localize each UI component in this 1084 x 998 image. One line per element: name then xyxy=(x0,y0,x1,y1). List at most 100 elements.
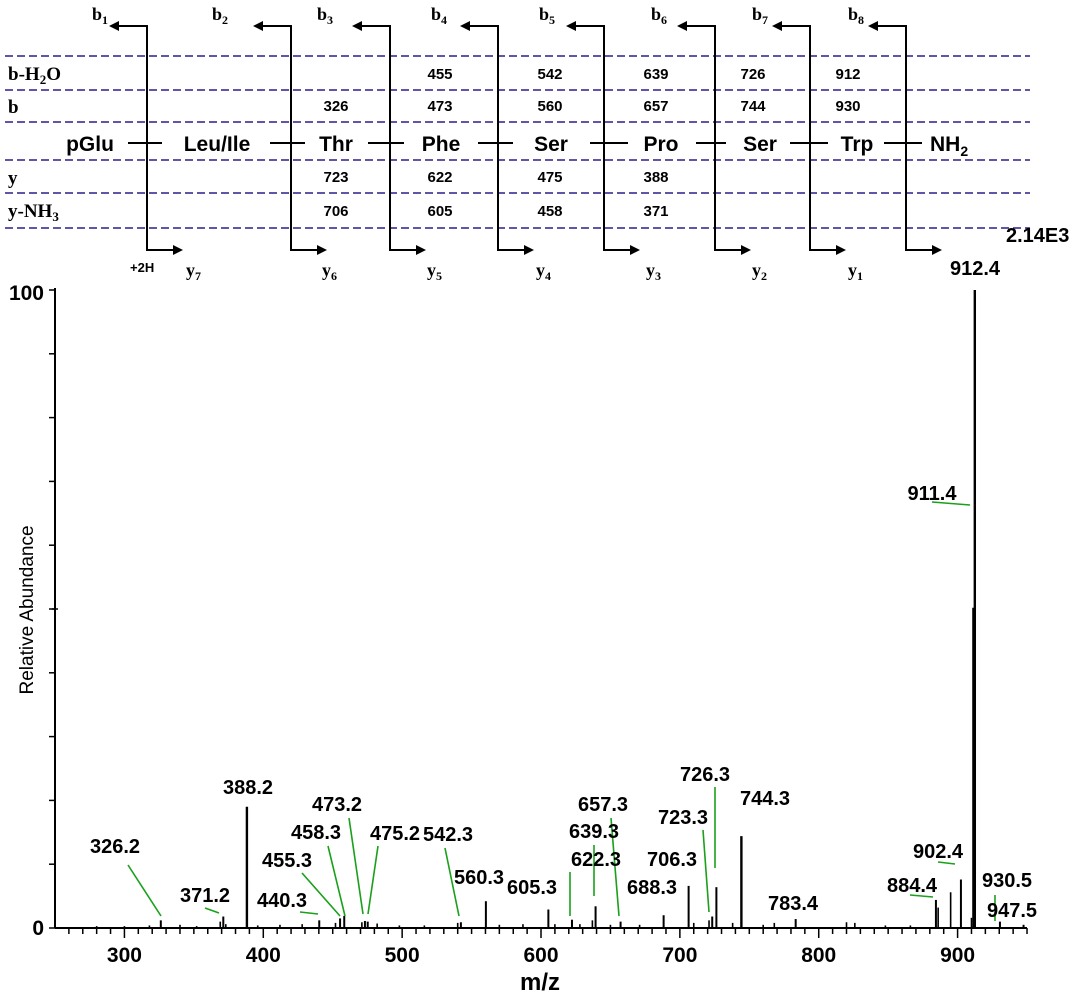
row-label-y: y xyxy=(8,168,18,189)
peak-label: 912.4 xyxy=(950,258,1001,280)
b-ion-label: b8 xyxy=(848,4,864,27)
y-tick-label-100: 100 xyxy=(9,282,44,305)
leader-line xyxy=(204,907,220,914)
y-arrowhead xyxy=(630,245,640,255)
y-arrowhead xyxy=(836,245,846,255)
peak-label: 726.3 xyxy=(680,764,730,786)
b-ion-label: b7 xyxy=(752,4,768,27)
y-nh3-value: 605 xyxy=(427,203,452,220)
y-tick-label-0: 0 xyxy=(32,917,44,940)
x-tick-label: 800 xyxy=(801,944,836,967)
y-ion-label: y4 xyxy=(536,260,551,283)
residue: pGlu xyxy=(66,133,114,156)
peak-label: 440.3 xyxy=(257,890,307,912)
x-tick-label: 600 xyxy=(523,944,558,967)
y-ion-label: y7 xyxy=(186,260,201,283)
b-h2o-value: 912 xyxy=(835,66,860,83)
y-arrowhead xyxy=(932,245,942,255)
b-h2o-value: 542 xyxy=(537,66,562,83)
peak-label: 884.4 xyxy=(887,875,938,897)
peak-label: 639.3 xyxy=(569,821,619,843)
row-label-b-h2o: b-H2O xyxy=(8,64,61,87)
residue: Ser xyxy=(534,133,568,156)
y-nh3-value: 706 xyxy=(323,203,348,220)
peak-label: 371.2 xyxy=(180,885,230,907)
b-ion-label: b3 xyxy=(317,4,333,27)
leader-line xyxy=(299,911,319,915)
peak-label: 326.2 xyxy=(90,836,140,858)
x-axis-ticks: 300 400 500 600 700 800 900 xyxy=(68,928,1028,967)
peak-label: 706.3 xyxy=(647,849,697,871)
cleavage-bracket xyxy=(683,25,745,251)
y-value: 622 xyxy=(427,169,452,186)
y-arrowhead xyxy=(173,245,183,255)
residue-nh2: NH2 xyxy=(930,133,968,159)
b-h2o-value: 639 xyxy=(643,66,668,83)
peak-label: 455.3 xyxy=(262,850,312,872)
peak-label: 744.3 xyxy=(740,788,790,810)
fragment-map: b-H2O b y y-NH3 455 542 639 726 912 326 … xyxy=(5,4,1030,283)
mass-spectrum: 2.14E3 300 400 500 600 700 800 900 100 0 Relat… xyxy=(9,225,1069,996)
y-ion-label: y3 xyxy=(646,260,661,283)
peak-label: 657.3 xyxy=(578,794,628,816)
peak-labels: 326.2 371.2 388.2 440.3 455.3 458.3 473.2 475.2… xyxy=(90,258,1037,922)
peak-label-leaders xyxy=(127,501,996,921)
b-ion-label: b4 xyxy=(431,4,447,27)
b-value: 657 xyxy=(643,98,668,115)
b-arrowhead xyxy=(677,21,687,31)
peak-label: 475.2 xyxy=(370,823,420,845)
y-arrowhead xyxy=(524,245,534,255)
y-ion-label: y5 xyxy=(427,260,442,283)
leader-line xyxy=(367,845,379,915)
residue: Thr xyxy=(319,133,353,156)
y-ion-label: y1 xyxy=(848,260,863,283)
leader-line xyxy=(610,817,620,917)
b-ion-label: b6 xyxy=(651,4,667,27)
b-arrowhead xyxy=(109,21,119,31)
peak-label: 605.3 xyxy=(507,877,557,899)
row-label-b: b xyxy=(8,97,19,118)
x-tick-label: 400 xyxy=(246,944,281,967)
peak-label: 542.3 xyxy=(423,824,473,846)
b-arrowhead xyxy=(460,21,470,31)
x-tick-label: 500 xyxy=(385,944,420,967)
peak-label: 560.3 xyxy=(454,867,504,889)
cleavage-bracket xyxy=(874,25,936,251)
leader-line xyxy=(702,829,710,913)
y-arrowhead xyxy=(741,245,751,255)
peak-label: 783.4 xyxy=(768,893,819,915)
cleavage-arrowheads xyxy=(109,21,942,255)
row-label-y-nh3: y-NH3 xyxy=(8,201,59,224)
leader-line xyxy=(909,894,934,898)
b-arrowhead xyxy=(772,21,782,31)
peak-label: 947.5 xyxy=(987,900,1037,922)
leader-line xyxy=(327,845,346,917)
y-value: 723 xyxy=(323,169,348,186)
cleavage-bracket xyxy=(358,25,420,251)
x-tick-label: 900 xyxy=(940,944,975,967)
x-tick-label: 700 xyxy=(662,944,697,967)
b-value: 326 xyxy=(323,98,348,115)
leader-line xyxy=(348,817,364,915)
y-arrowhead xyxy=(317,245,327,255)
leader-line xyxy=(937,861,956,865)
peak-label: 930.5 xyxy=(982,870,1032,892)
y-ion-label: y2 xyxy=(752,260,767,283)
x-tick-label: 300 xyxy=(107,944,142,967)
b-ion-label: b1 xyxy=(92,4,108,27)
y-axis-ticks xyxy=(49,289,58,929)
cleavage-bracket xyxy=(466,25,528,251)
leader-line xyxy=(301,872,341,917)
b-arrowhead xyxy=(352,21,362,31)
y-value: 475 xyxy=(537,169,562,186)
y-nh3-value: 371 xyxy=(643,203,668,220)
leader-line xyxy=(127,864,162,917)
y-nh3-value: 458 xyxy=(537,203,562,220)
peak-label: 622.3 xyxy=(571,849,621,871)
b-ion-label: b5 xyxy=(539,4,555,27)
peaks xyxy=(95,290,1025,928)
residue: Trp xyxy=(841,133,874,156)
peak-label: 388.2 xyxy=(223,777,273,799)
x-axis-label: m/z xyxy=(520,969,560,996)
